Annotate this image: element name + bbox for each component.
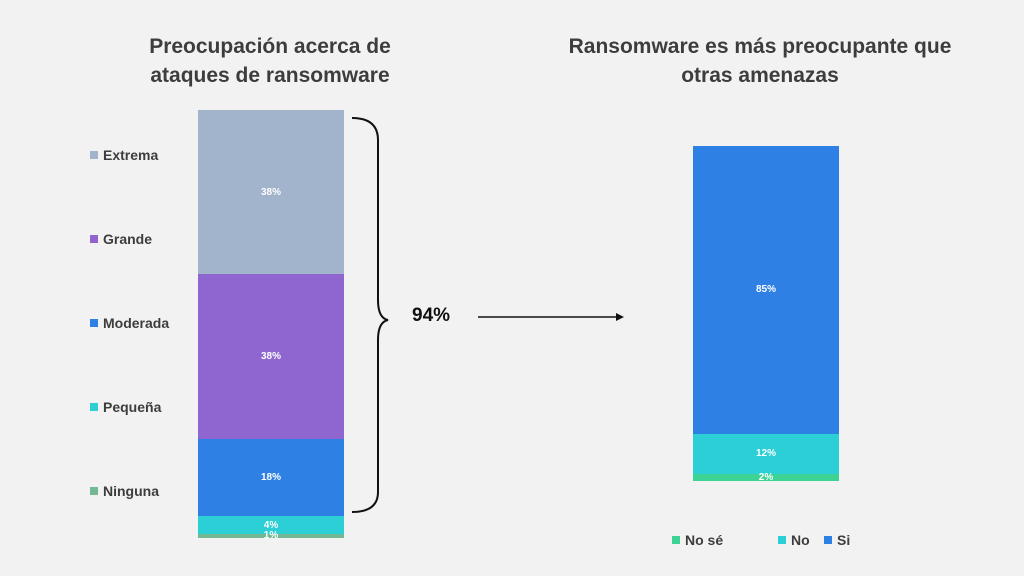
- bar-segment-ninguna: 1%: [198, 530, 344, 541]
- bar-segment-no-sé: 2%: [693, 472, 839, 484]
- bar-segment-pequeña: 4%: [198, 516, 344, 534]
- data-label: 18%: [260, 471, 281, 483]
- legend-item: Extrema: [90, 147, 158, 163]
- data-label: 85%: [755, 284, 776, 296]
- bar-segment-si: 85%: [693, 146, 839, 434]
- legend-label: Si: [837, 532, 851, 548]
- data-label: 38%: [260, 350, 281, 362]
- curly-brace: [351, 117, 389, 513]
- legend-label: Moderada: [103, 315, 170, 331]
- legend-swatch: [90, 319, 98, 327]
- data-label: 38%: [260, 186, 281, 198]
- legend-label: Ninguna: [103, 483, 159, 499]
- legend-swatch: [672, 536, 680, 544]
- bar-segment-no: 12%: [693, 433, 839, 475]
- legend-swatch: [778, 536, 786, 544]
- bracket-total-label: 94%: [412, 305, 451, 326]
- legend-swatch: [90, 403, 98, 411]
- legend-label: Pequeña: [103, 399, 162, 415]
- legend-item: Moderada: [90, 315, 169, 331]
- legend-label: Grande: [103, 231, 153, 247]
- legend-swatch: [824, 536, 832, 544]
- data-label: 1%: [263, 530, 279, 542]
- legend-item: No: [778, 532, 810, 548]
- arrow-head-icon: [616, 313, 624, 321]
- legend-swatch: [90, 487, 98, 495]
- bar-segment-moderada: 18%: [198, 438, 344, 517]
- left-chart-title: Preocupación acerca de ataques de ransom…: [149, 35, 391, 87]
- legend-item: Grande: [90, 231, 152, 247]
- right-chart-title: Ransomware es más preocupante que otras …: [568, 35, 952, 87]
- legend-item: Ninguna: [90, 483, 159, 499]
- legend-swatch: [90, 151, 98, 159]
- data-label: 4%: [263, 519, 279, 531]
- legend-swatch: [90, 235, 98, 243]
- bar-segment-grande: 38%: [198, 274, 344, 439]
- data-label: 2%: [758, 472, 774, 484]
- legend-item: Si: [824, 532, 850, 548]
- data-label: 12%: [755, 448, 776, 460]
- legend-item: No sé: [672, 532, 723, 548]
- bar-segment-extrema: 38%: [198, 110, 344, 275]
- legend-label: No sé: [685, 532, 724, 548]
- legend-label: No: [791, 532, 810, 548]
- legend-item: Pequeña: [90, 399, 161, 415]
- legend-label: Extrema: [103, 147, 159, 163]
